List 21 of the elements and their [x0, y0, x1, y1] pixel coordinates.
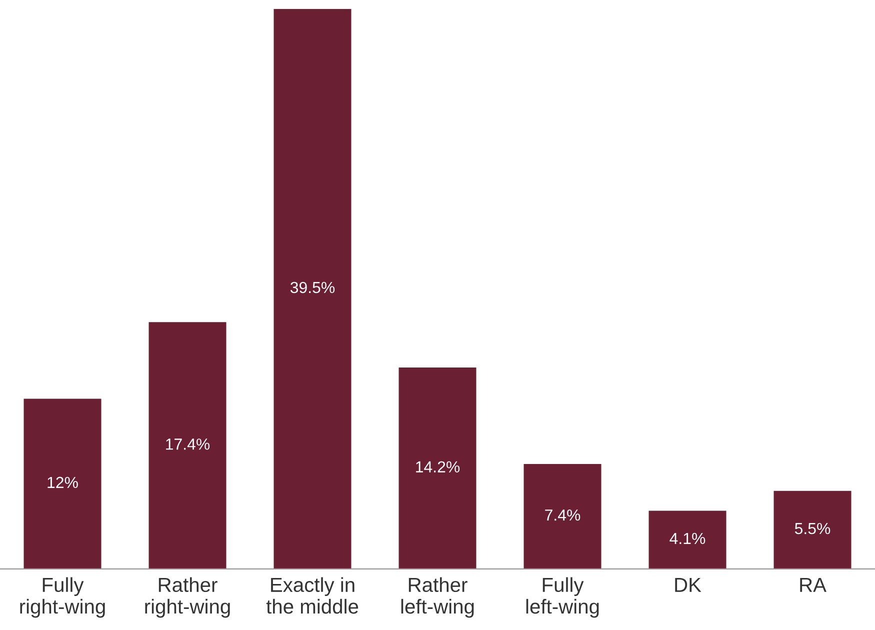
bar: [774, 490, 852, 569]
data-label: 39.5%: [290, 282, 335, 294]
bar: [274, 8, 352, 569]
bar: [148, 322, 226, 569]
bar: [24, 398, 102, 569]
bar: [398, 368, 476, 569]
x-tick-label: Fully left-wing: [526, 577, 599, 618]
x-tick-label: Rather right-wing: [145, 577, 230, 618]
data-label: 14.2%: [416, 461, 460, 472]
data-label: 4.1%: [670, 532, 706, 544]
data-label: 5.5%: [794, 522, 830, 534]
bar: [648, 510, 726, 569]
x-tick-label: Fully right-wing: [20, 577, 105, 618]
data-label: 17.4%: [166, 438, 210, 450]
bar: [524, 464, 602, 569]
x-tick-label: RA: [800, 578, 826, 592]
x-tick-label: Exactly in the middle: [266, 577, 358, 614]
x-tick-label: DK: [675, 578, 702, 592]
data-label: 7.4%: [545, 509, 580, 521]
x-tick-label: Rather left-wing: [401, 577, 474, 618]
data-label: 12%: [48, 476, 78, 488]
